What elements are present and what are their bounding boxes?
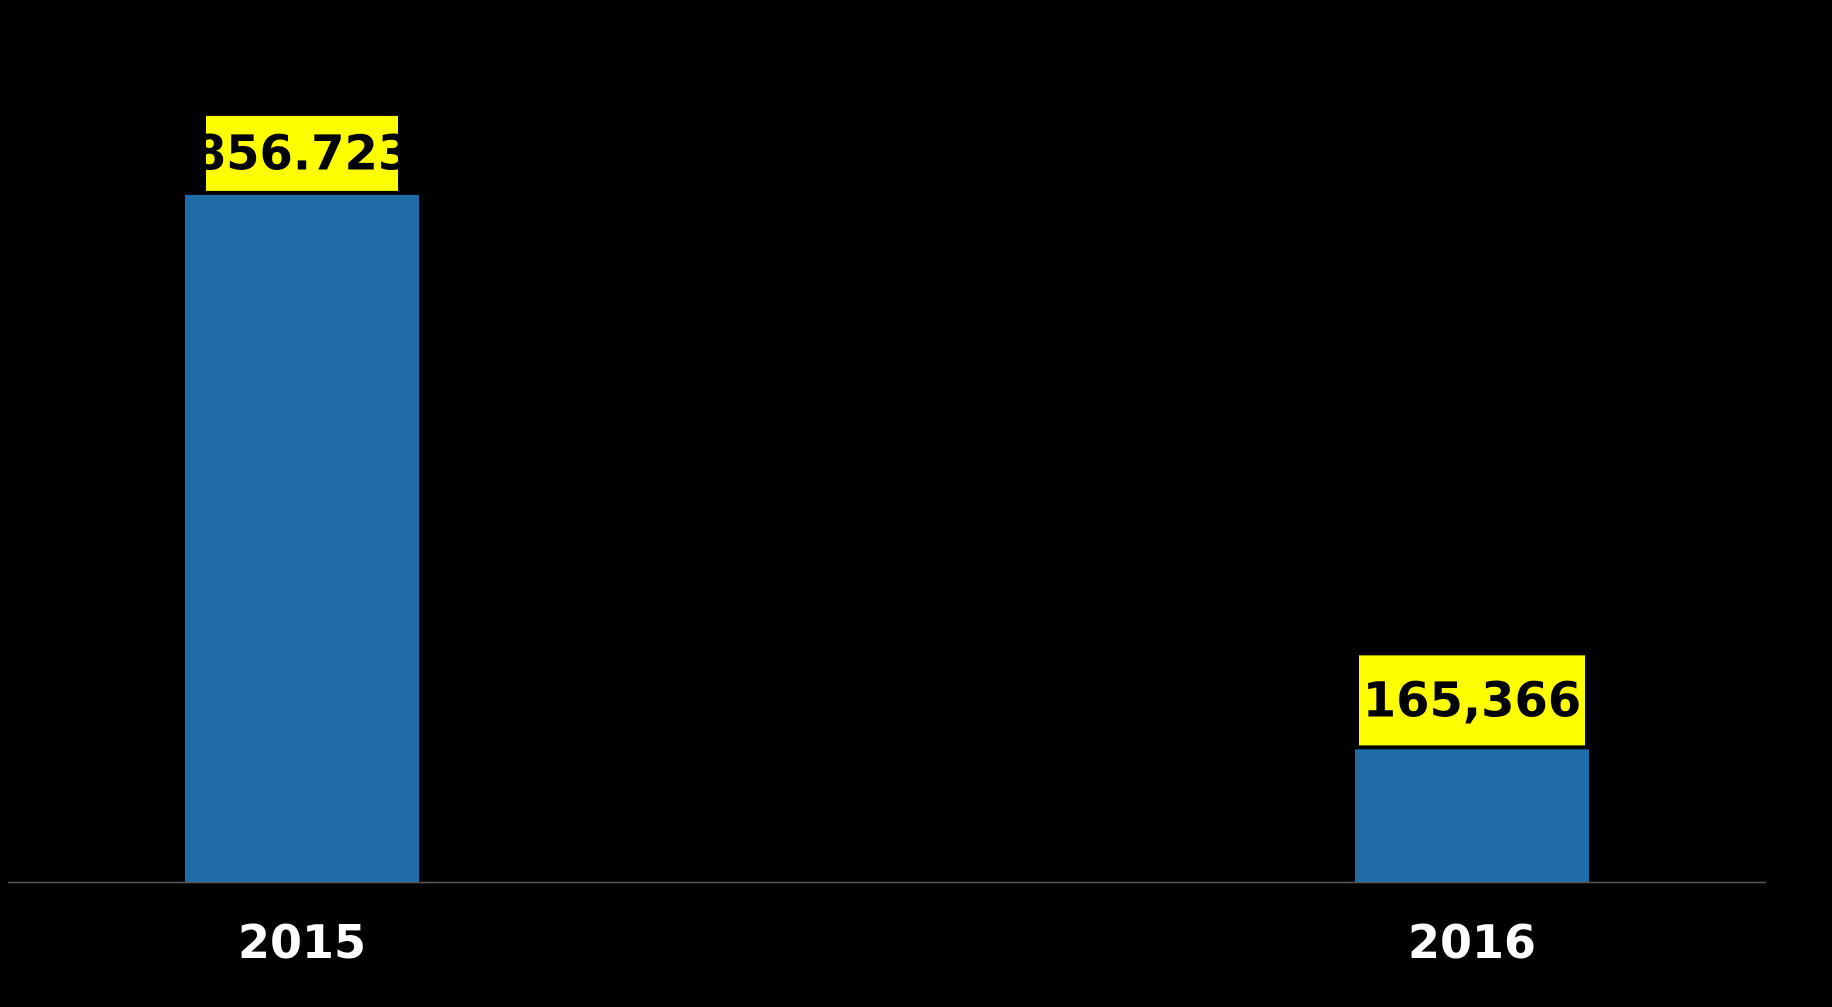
bar-2015 [185,194,419,883]
data-label-2015: 856.723 [193,125,412,181]
data-label-2016: 165,366 [1363,672,1582,728]
data-label-background-2015 [206,115,398,191]
x-axis-tick-labels: 2015 2016 [238,915,1536,969]
bar-2016 [1355,749,1589,882]
x-tick-label-2016: 2016 [1408,915,1536,969]
x-tick-label-2015: 2015 [238,915,366,969]
plot-area: 856.723 165,366 [185,115,1589,883]
data-label-background-2016 [1359,655,1585,746]
